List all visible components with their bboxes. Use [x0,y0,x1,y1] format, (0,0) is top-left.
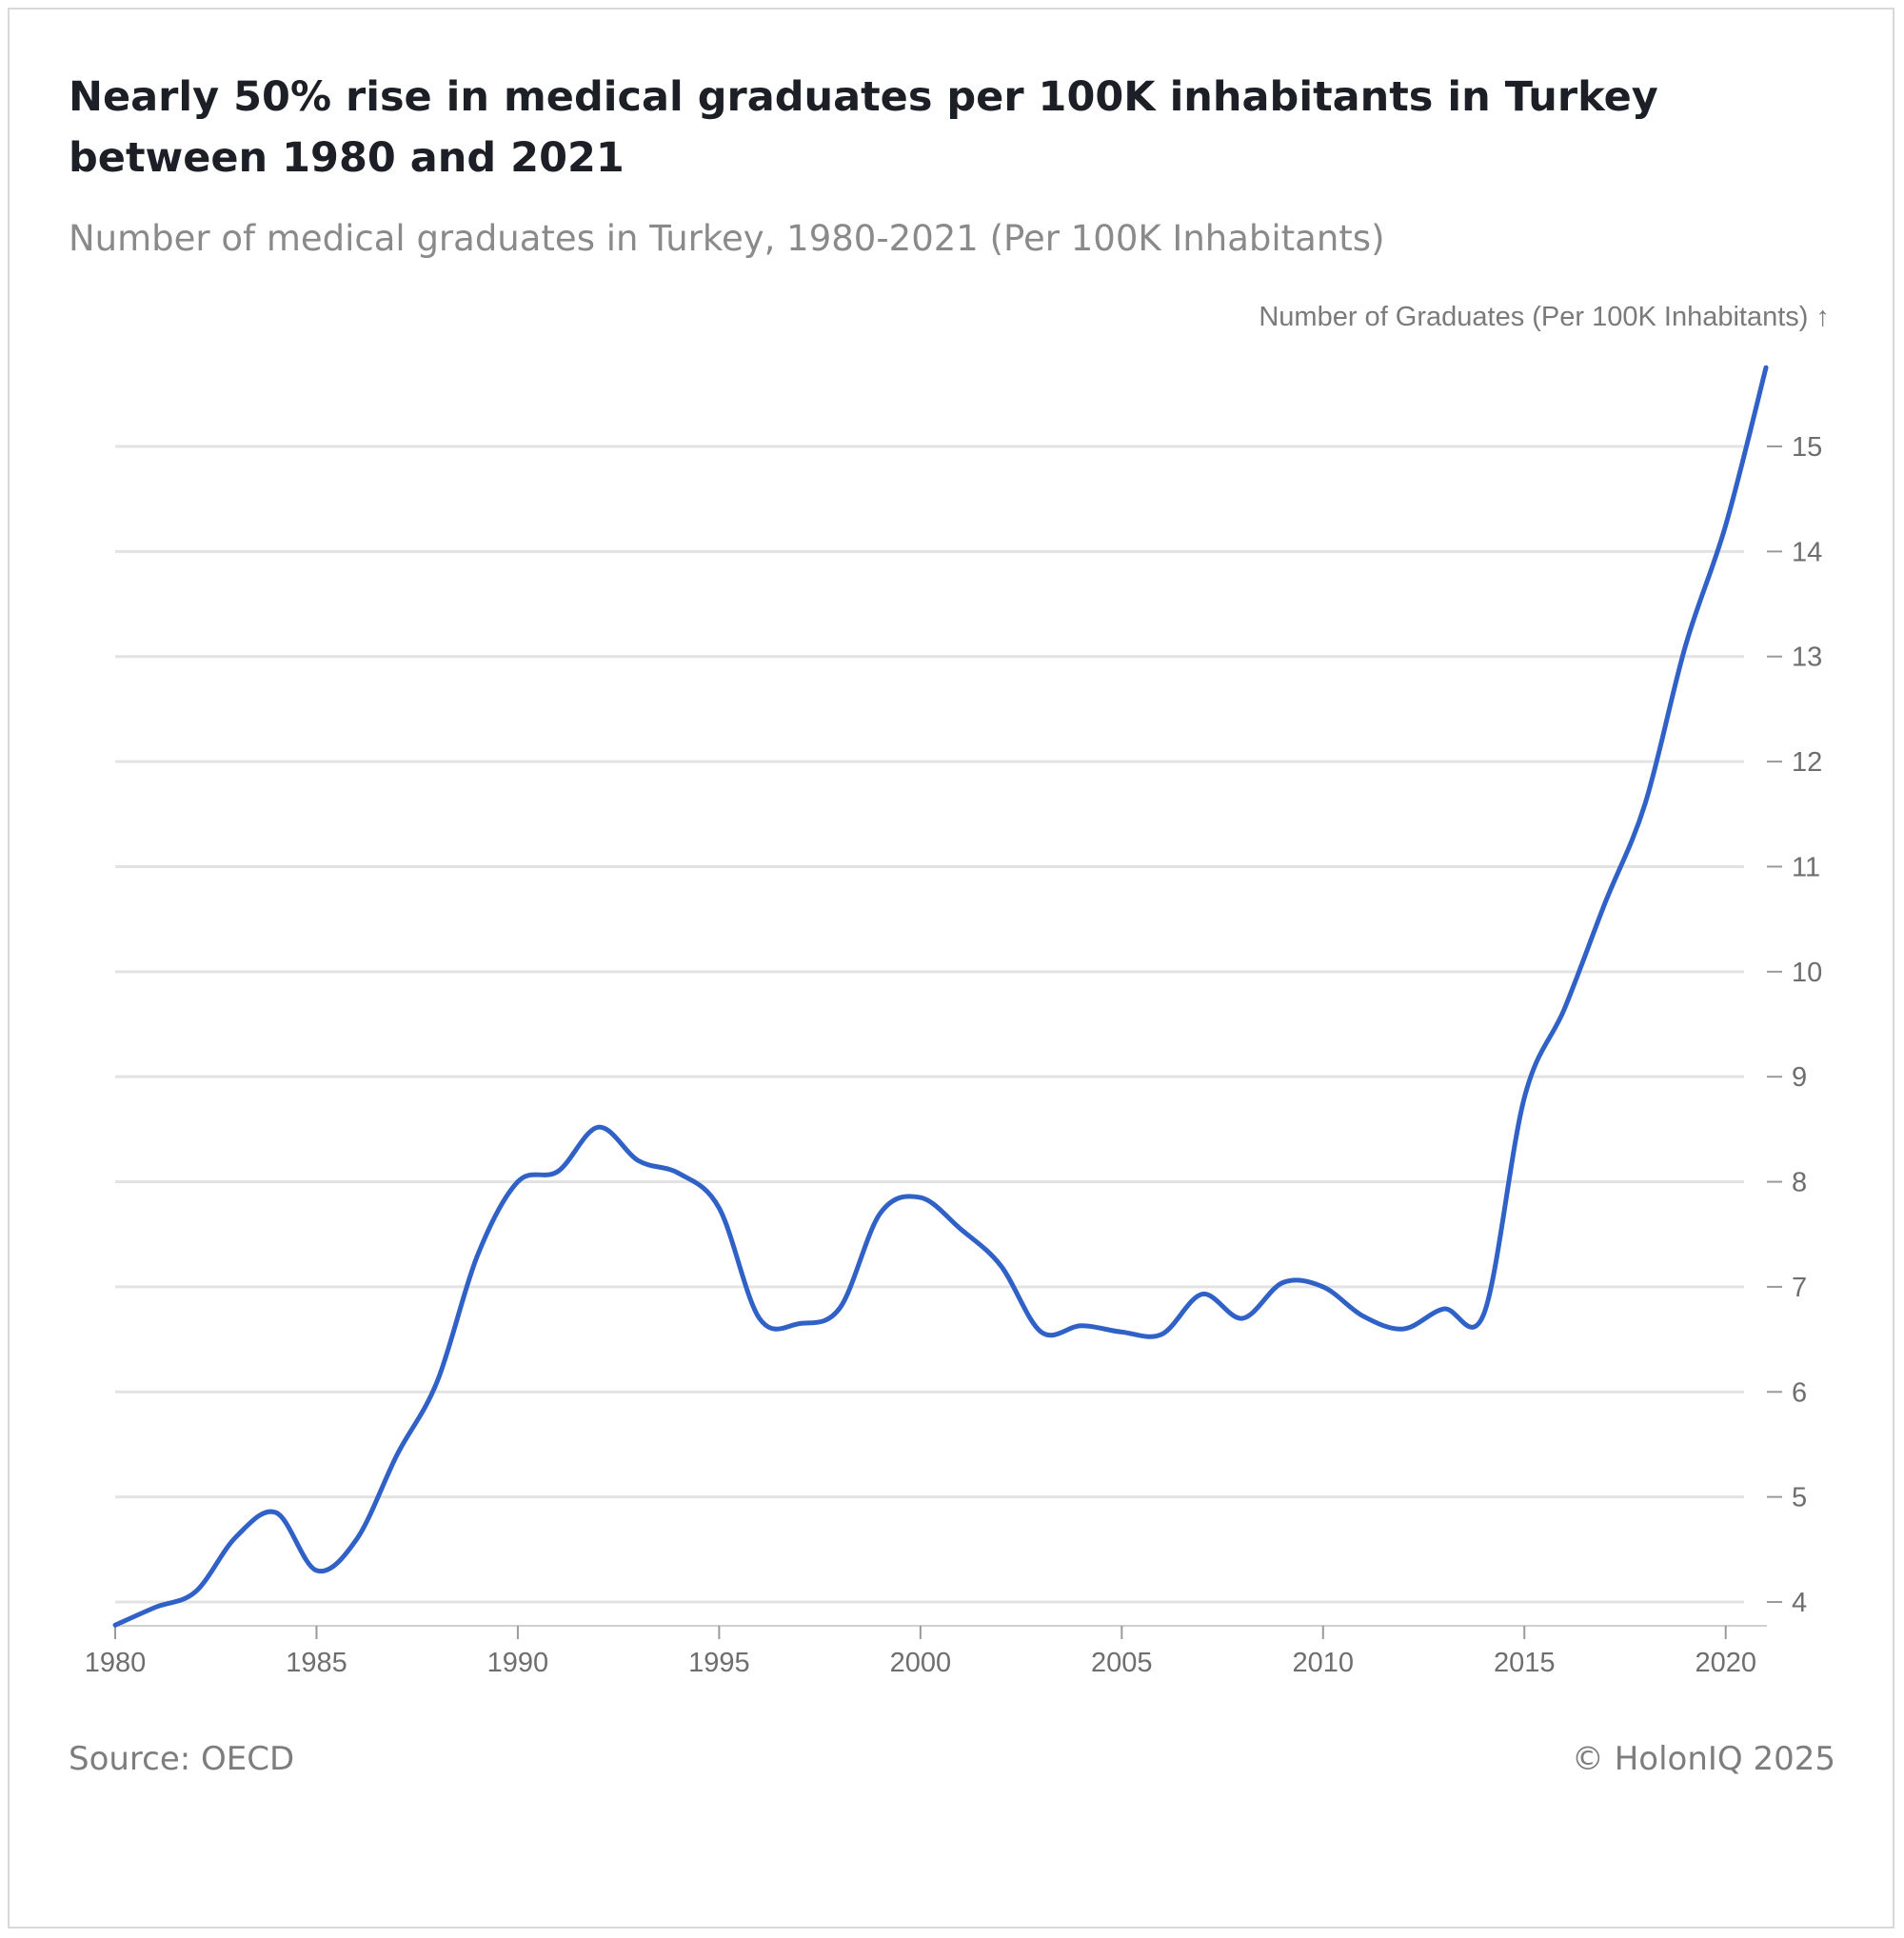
y-tick-label: 15 [1792,432,1822,463]
y-axis-title: Number of Graduates (Per 100K Inhabitant… [1259,302,1830,332]
y-tick-label: 7 [1792,1273,1807,1303]
y-tick-label: 12 [1792,747,1822,778]
chart-subtitle: Number of medical graduates in Turkey, 1… [69,218,1385,259]
x-tick-label: 2005 [1091,1648,1153,1678]
y-tick-label: 6 [1792,1377,1807,1408]
x-tick-label: 2020 [1695,1648,1756,1678]
x-axis: 1980 1985 1990 1995 2000 2005 2010 2015 2020 [85,1625,1767,1678]
x-tick-label: 2015 [1494,1648,1556,1678]
y-tick-label: 8 [1792,1168,1807,1198]
y-tick-label: 10 [1792,958,1822,988]
y-tick-label: 9 [1792,1062,1807,1093]
x-tick-label: 2000 [890,1648,952,1678]
copyright-note: © HolonIQ 2025 [1571,1740,1835,1778]
x-tick-label: 1980 [85,1648,147,1678]
source-note: Source: OECD [69,1740,295,1778]
series-line [112,365,1769,1628]
y-axis: 4 5 6 7 8 9 10 11 12 13 14 15 [1767,432,1822,1618]
x-tick-label: 1985 [286,1648,347,1678]
chart-title: Nearly 50% rise in medical graduates per… [69,73,1658,182]
y-tick-label: 11 [1792,852,1820,882]
y-tick-label: 4 [1792,1588,1807,1618]
x-tick-label: 1990 [487,1648,549,1678]
x-tick-label: 2010 [1293,1648,1355,1678]
y-tick-label: 5 [1792,1483,1807,1513]
gridlines [115,445,1744,1604]
y-tick-label: 14 [1792,537,1822,567]
series-layer [112,365,1769,1628]
y-tick-label: 13 [1792,643,1822,673]
x-tick-label: 1995 [688,1648,750,1678]
